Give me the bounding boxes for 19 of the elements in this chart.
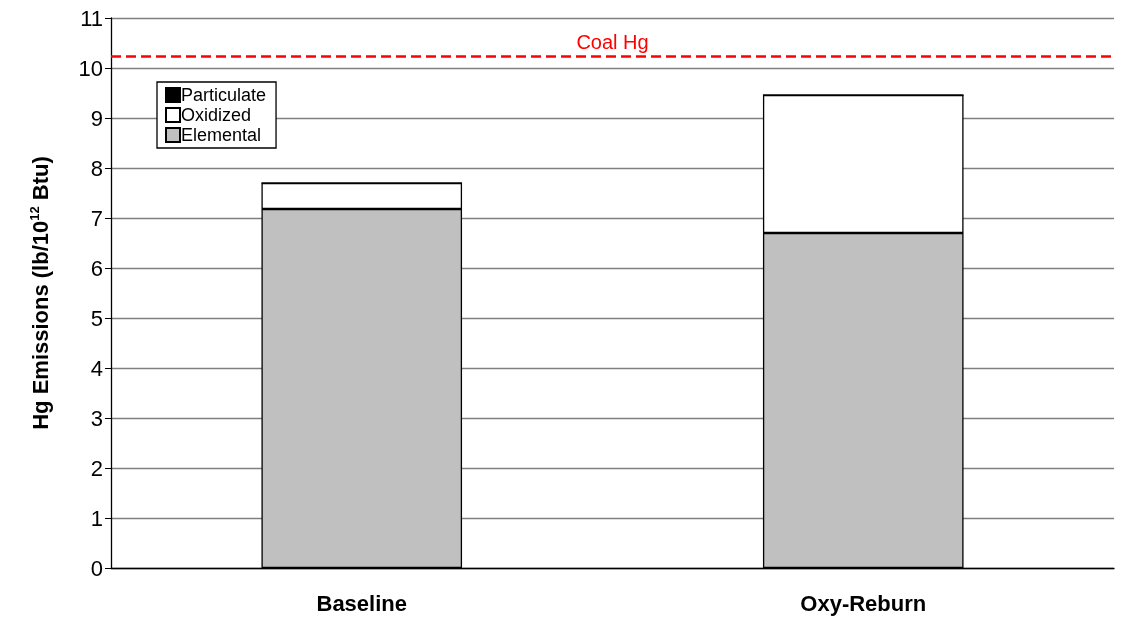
y-tick-label: 9 [90, 105, 103, 131]
y-tick-label: 0 [90, 555, 103, 581]
y-tick-label: 11 [80, 5, 103, 31]
x-tick-label: Baseline [316, 590, 407, 616]
y-tick-label: 4 [90, 355, 103, 381]
legend-label: Particulate [181, 85, 267, 105]
y-tick-label: 1 [90, 505, 103, 531]
legend-label: Elemental [181, 125, 262, 145]
y-tick-label: 6 [90, 255, 103, 281]
x-tick-label: Oxy-Reburn [800, 590, 927, 616]
y-tick-label: 7 [90, 205, 103, 231]
y-tick-label: 8 [90, 155, 103, 181]
y-tick-label: 3 [90, 405, 103, 431]
y-axis-title: Hg Emissions (lb/1012 Btu) [27, 156, 53, 430]
y-tick-label: 2 [90, 455, 103, 481]
ref-line-label: Coal Hg [576, 31, 649, 53]
y-tick-label: 10 [78, 55, 103, 81]
y-tick-label: 5 [90, 305, 103, 331]
legend-label: Oxidized [181, 105, 252, 125]
